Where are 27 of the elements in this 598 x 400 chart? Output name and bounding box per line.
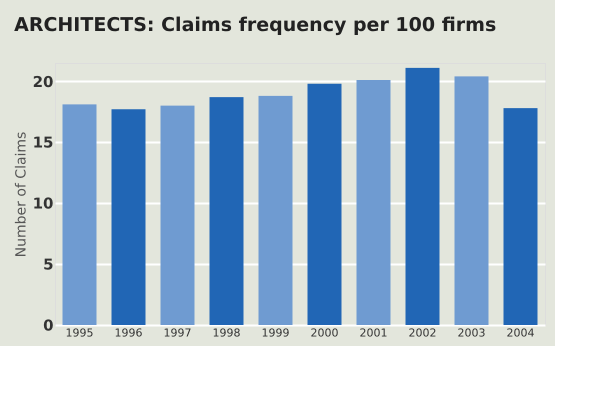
bar <box>62 104 96 325</box>
bar <box>356 80 390 325</box>
y-tick-label: 5 <box>43 256 54 274</box>
y-tick-label: 20 <box>32 72 54 91</box>
bar <box>210 97 244 325</box>
bar <box>258 96 292 325</box>
bar <box>308 84 342 325</box>
x-tick-label: 1999 <box>262 326 290 340</box>
x-tick-label: 2000 <box>310 326 338 340</box>
x-tick-label: 1995 <box>66 326 94 340</box>
x-tick-label: 1996 <box>114 326 142 340</box>
x-tick-label: 2001 <box>360 326 388 340</box>
y-axis-title: Number of Claims <box>14 132 30 258</box>
bar <box>406 68 440 325</box>
x-tick-label: 2002 <box>408 326 436 340</box>
x-tick-label: 2004 <box>506 326 534 340</box>
x-tick-label: 1997 <box>164 326 192 340</box>
chart-title: ARCHITECTS: Claims frequency per 100 firms <box>14 14 496 36</box>
bar <box>112 109 146 325</box>
bar <box>160 106 194 325</box>
y-tick-label: 0 <box>43 316 54 334</box>
y-tick-label: 10 <box>32 194 54 213</box>
bar <box>454 76 488 325</box>
x-tick-label: 1998 <box>212 326 240 340</box>
y-tick-label: 15 <box>32 134 54 152</box>
bar <box>504 108 538 325</box>
x-tick-label: 2003 <box>458 326 486 340</box>
